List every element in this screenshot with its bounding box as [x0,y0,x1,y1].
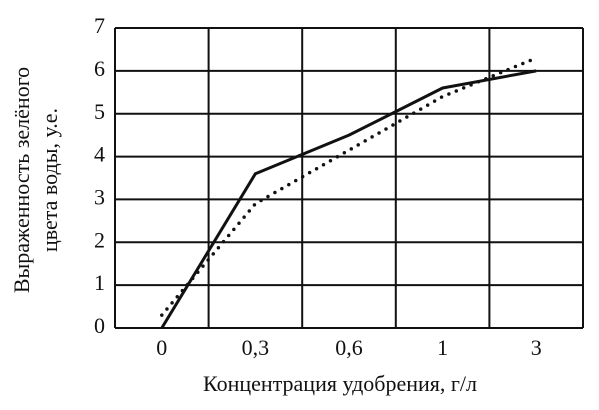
x-tick-label: 0 [156,335,167,360]
y-tick-label: 1 [94,270,105,295]
y-axis-label: цвета воды, у.е. [37,108,62,252]
x-tick-label: 0,3 [242,335,270,360]
y-tick-label: 6 [94,56,105,81]
x-tick-label: 3 [531,335,542,360]
y-tick-label: 7 [94,13,105,38]
line [160,69,537,329]
x-tick-label: 0,6 [335,335,363,360]
x-tick-label: 1 [437,335,448,360]
y-tick-label: 4 [94,142,105,167]
y-tick-label: 2 [94,227,105,252]
x-axis-label: Концентрация удобрения, г/л [203,371,477,396]
y-tick-label: 3 [94,184,105,209]
y-tick-label: 0 [94,313,105,338]
line [160,56,538,317]
y-axis-label: Выраженность зелёного [9,67,34,293]
y-tick-label: 5 [94,99,105,124]
